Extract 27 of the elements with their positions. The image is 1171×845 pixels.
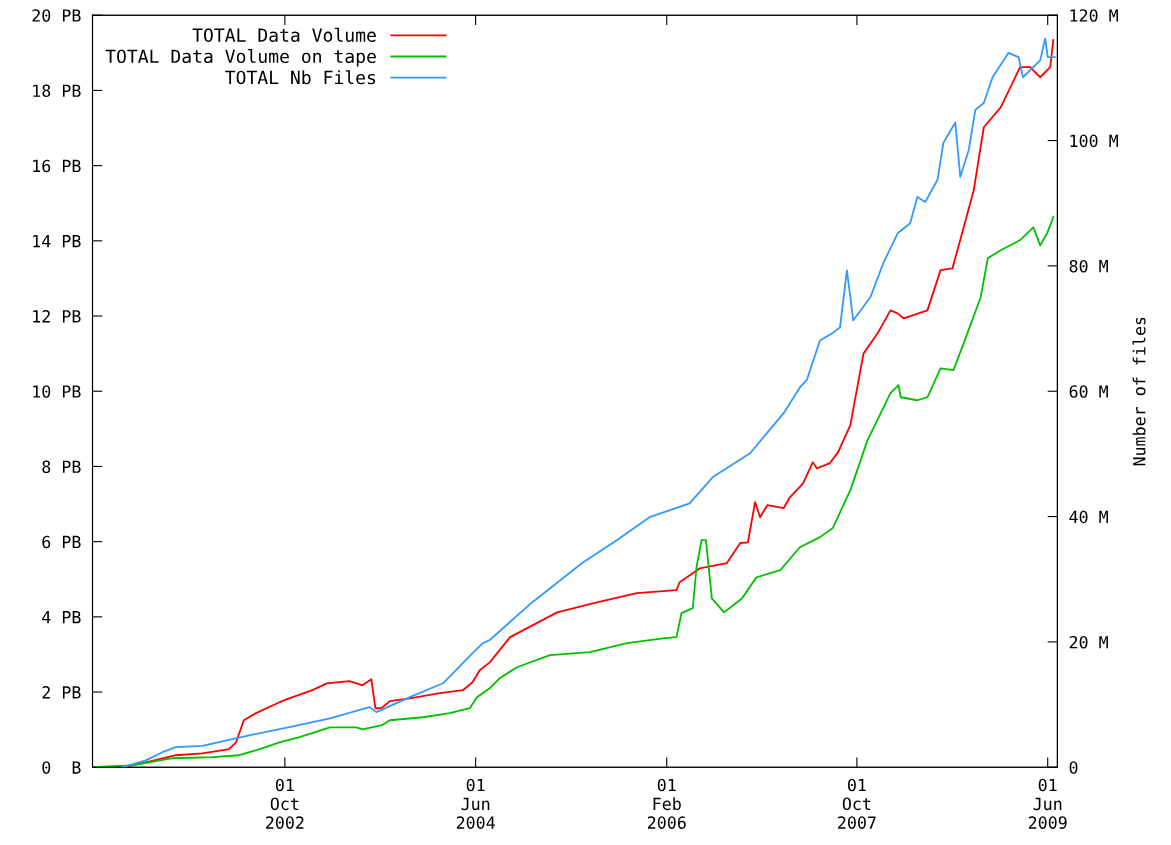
y-tick-label: 4 PB — [42, 611, 81, 624]
y-tick-label: 18 PB — [33, 84, 81, 98]
x-tick-label: 01 Oct 2002 — [266, 778, 304, 829]
y2-tick-label: 80 M — [1069, 259, 1108, 273]
y-tick-label: 12 PB — [33, 310, 81, 323]
legend-label: TOTAL Data Volume on tape — [105, 49, 376, 67]
x-tick-label: 01 Feb 2006 — [647, 778, 686, 829]
legend-label: TOTAL Nb Files — [225, 70, 376, 85]
y2-tick-label: 40 M — [1069, 510, 1108, 524]
y-tick-label: 8 PB — [42, 460, 81, 474]
y-tick-label: 6 PB — [42, 535, 81, 549]
y-tick-label: 20 PB — [32, 9, 81, 22]
y2-tick-label: 60 M — [1069, 385, 1108, 398]
y2-axis-title: Number of files — [1132, 317, 1146, 466]
y2-tick-label: 100 M — [1070, 134, 1118, 148]
y-tick-label: 14 PB — [33, 235, 81, 248]
y-tick-label: 10 PB — [33, 385, 81, 398]
y-tick-label: 0 B — [42, 761, 81, 774]
y-tick-label: 2 PB — [42, 686, 81, 699]
y-tick-label: 16 PB — [33, 159, 81, 173]
y2-tick-label: 120 M — [1070, 9, 1118, 22]
y2-tick-label: 20 M — [1069, 635, 1108, 649]
y2-tick-label: 0 — [1069, 761, 1078, 774]
x-tick-label: 01 Oct 2007 — [838, 778, 876, 829]
legend-label: TOTAL Data Volume — [192, 27, 376, 42]
x-tick-label: 01 Jun 2004 — [456, 778, 495, 829]
x-tick-label: 01 Jun 2009 — [1028, 778, 1067, 829]
